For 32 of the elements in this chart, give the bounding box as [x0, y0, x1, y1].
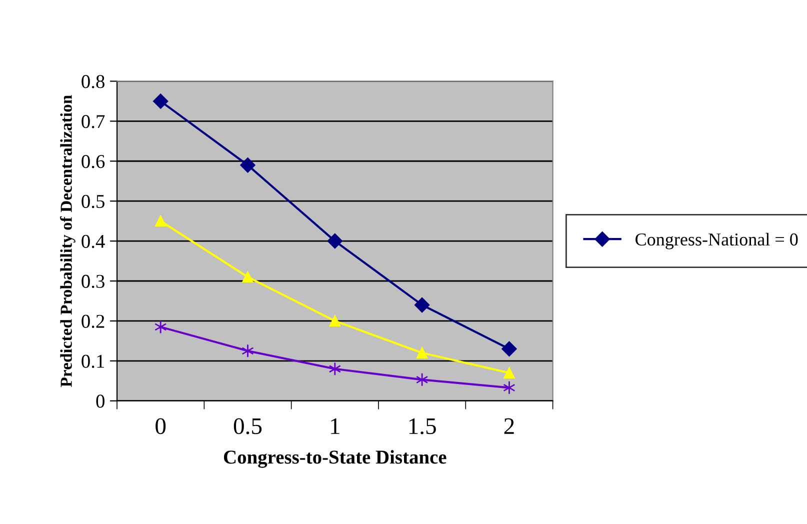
point [502, 341, 517, 356]
y-tick-label: 0.1 [82, 354, 104, 368]
x-tick-label: 1 [331, 418, 340, 434]
x-tick-label: 0 [156, 418, 166, 434]
point [503, 380, 516, 395]
x-tick-label: 0.5 [234, 418, 262, 434]
y-tick-label: 0.5 [82, 194, 104, 208]
y-tick-label: 0.4 [82, 234, 105, 248]
y-tick-label: 0.3 [82, 274, 104, 288]
x-tick-label: 1.5 [409, 418, 436, 434]
x-axis-title: Congress-to-State Distance [224, 450, 446, 468]
point [155, 216, 166, 227]
point [416, 347, 428, 358]
point [242, 344, 254, 358]
point [153, 94, 168, 109]
point [416, 372, 428, 387]
point [242, 271, 254, 283]
point [414, 297, 430, 313]
point [154, 320, 167, 334]
point [327, 233, 342, 249]
y-tick-label: 0.8 [82, 75, 104, 88]
point [328, 362, 342, 376]
y-tick-label: 0.6 [82, 154, 105, 168]
point [240, 158, 256, 173]
y-tick-label: 0.7 [82, 114, 105, 128]
point [504, 367, 515, 378]
x-tick-label: 2 [504, 418, 514, 434]
y-tick-label: 0 [96, 394, 104, 408]
point [329, 315, 340, 327]
y-axis-title: Predicted Probability of Decentralization [60, 95, 76, 387]
legend-label: Congress-National = 0 [636, 232, 798, 250]
y-tick-label: 0.2 [82, 314, 104, 328]
